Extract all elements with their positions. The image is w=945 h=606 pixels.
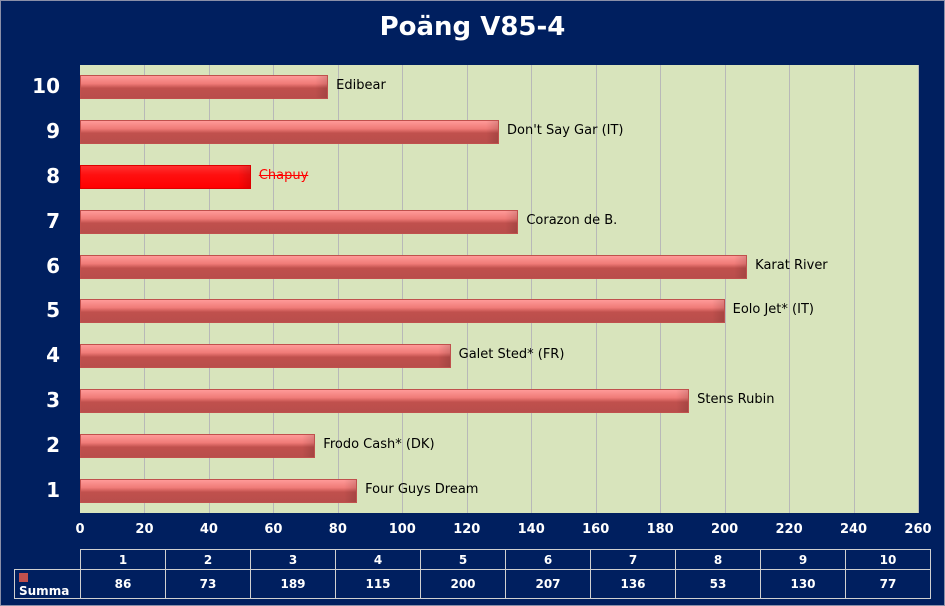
gridline xyxy=(466,65,468,513)
legend-key: Summa xyxy=(14,569,81,599)
table-value-cell: 86 xyxy=(80,569,166,599)
bar xyxy=(80,344,451,369)
table-header-cell: 9 xyxy=(760,549,846,570)
x-tick-label: 240 xyxy=(839,522,868,537)
x-tick-label: 100 xyxy=(388,522,416,537)
bar xyxy=(80,299,725,324)
gridline xyxy=(595,65,597,513)
bar xyxy=(80,433,316,458)
table-header-cell: 2 xyxy=(165,549,251,570)
y-tick-label: 10 xyxy=(32,74,60,99)
chart-title: Poäng V85-4 xyxy=(379,12,566,42)
table-header-cell: 8 xyxy=(675,549,761,570)
bar xyxy=(80,389,690,413)
y-tick-label: 1 xyxy=(46,477,60,502)
table-header-cell: 3 xyxy=(250,549,336,570)
x-tick-label: 260 xyxy=(904,522,932,537)
table-header-cell: 10 xyxy=(845,549,931,570)
data-table: 1 2 3 4 5 6 7 8 9 10 Summa 86 73 189 115 200 207 136 53 13… xyxy=(14,549,931,599)
bar xyxy=(80,254,748,279)
gridline xyxy=(144,65,146,513)
gridline xyxy=(660,65,662,513)
bar xyxy=(80,478,358,503)
bar-label: Four Guys Dream xyxy=(365,481,479,497)
table-header-cell: 6 xyxy=(505,549,591,570)
gridline xyxy=(273,65,275,513)
gridline xyxy=(531,65,533,513)
x-tick-label: 120 xyxy=(453,522,481,537)
bar-label: Corazon de B. xyxy=(526,212,618,228)
bar-label: Karat River xyxy=(755,257,828,273)
table-value-cell: 53 xyxy=(675,569,761,599)
x-tick-label: 80 xyxy=(328,522,347,537)
y-tick-label: 7 xyxy=(46,208,60,233)
x-tick-label: 40 xyxy=(199,522,218,537)
table-value-cell: 77 xyxy=(845,569,931,599)
gridline xyxy=(789,65,791,513)
table-header-cell: 1 xyxy=(80,549,166,570)
bar-label: Stens Rubin xyxy=(697,392,775,407)
y-tick-label: 6 xyxy=(46,253,60,278)
legend-swatch-icon xyxy=(19,573,28,582)
bar xyxy=(80,75,329,100)
gridline xyxy=(853,65,855,513)
table-value-cell: 130 xyxy=(760,569,846,599)
bar-label: Galet Sted* (FR) xyxy=(458,347,565,363)
bar-label: Eolo Jet* (IT) xyxy=(732,302,814,318)
table-value-cell: 136 xyxy=(590,569,676,599)
gridline xyxy=(208,65,210,513)
table-header-cell: 7 xyxy=(590,549,676,570)
gridline xyxy=(918,65,919,513)
y-tick-label: 8 xyxy=(46,164,60,188)
y-tick-label: 5 xyxy=(46,298,60,323)
table-header-cell: 4 xyxy=(335,549,421,570)
series-name: Summa xyxy=(19,584,70,598)
table-value-cell: 200 xyxy=(420,569,506,599)
bar-label: Frodo Cash* (DK) xyxy=(323,436,435,452)
bar-label: Chapuy xyxy=(258,168,309,183)
x-tick-label: 20 xyxy=(135,522,154,537)
bar xyxy=(80,120,499,145)
x-tick-label: 0 xyxy=(75,522,85,537)
y-tick-label: 3 xyxy=(46,388,60,412)
y-tick-label: 2 xyxy=(46,432,60,457)
table-value-cell: 115 xyxy=(335,569,421,599)
x-tick-label: 200 xyxy=(711,522,739,537)
table-value-cell: 73 xyxy=(165,569,251,599)
gridline xyxy=(402,65,404,513)
y-tick-label: 9 xyxy=(46,119,60,144)
gridline xyxy=(724,65,726,513)
bar-label: Edibear xyxy=(336,78,386,94)
gridline xyxy=(337,65,339,513)
y-tick-label: 4 xyxy=(46,343,60,368)
table-value-cell: 207 xyxy=(505,569,591,599)
x-tick-label: 220 xyxy=(775,522,803,537)
bar xyxy=(80,165,251,189)
table-value-cell: 189 xyxy=(250,569,336,599)
x-tick-label: 180 xyxy=(646,522,674,537)
x-tick-label: 140 xyxy=(517,522,545,537)
x-tick-label: 60 xyxy=(264,522,283,537)
plot-area: Four Guys Dream Frodo Cash* (DK) Stens Rub… xyxy=(80,65,919,513)
x-tick-label: 160 xyxy=(582,522,610,537)
table-header-cell: 5 xyxy=(420,549,506,570)
bar xyxy=(80,209,519,234)
bar-label: Don't Say Gar (IT) xyxy=(507,123,624,139)
